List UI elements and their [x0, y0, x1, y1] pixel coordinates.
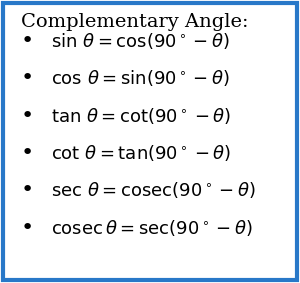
Text: Complementary Angle:: Complementary Angle: [21, 13, 248, 31]
Text: $\cot\,\theta = \tan(90^\circ - \theta)$: $\cot\,\theta = \tan(90^\circ - \theta)$ [51, 143, 231, 163]
Text: $\sec\,\theta = \mathrm{cosec}(90^\circ - \theta)$: $\sec\,\theta = \mathrm{cosec}(90^\circ … [51, 181, 256, 200]
Text: •: • [20, 143, 34, 163]
Text: $\mathrm{cosec}\,\theta = \sec(90^\circ - \theta)$: $\mathrm{cosec}\,\theta = \sec(90^\circ … [51, 218, 253, 238]
Text: •: • [20, 31, 34, 51]
Text: $\tan\,\theta = \cot(90^\circ - \theta)$: $\tan\,\theta = \cot(90^\circ - \theta)$ [51, 106, 231, 126]
Text: •: • [20, 218, 34, 238]
Text: •: • [20, 68, 34, 88]
Text: $\sin\,\theta = \cos(90^\circ - \theta)$: $\sin\,\theta = \cos(90^\circ - \theta)$ [51, 31, 230, 51]
Text: •: • [20, 106, 34, 126]
Text: $\cos\,\theta = \sin(90^\circ - \theta)$: $\cos\,\theta = \sin(90^\circ - \theta)$ [51, 68, 230, 88]
Text: •: • [20, 181, 34, 200]
FancyBboxPatch shape [3, 3, 297, 280]
